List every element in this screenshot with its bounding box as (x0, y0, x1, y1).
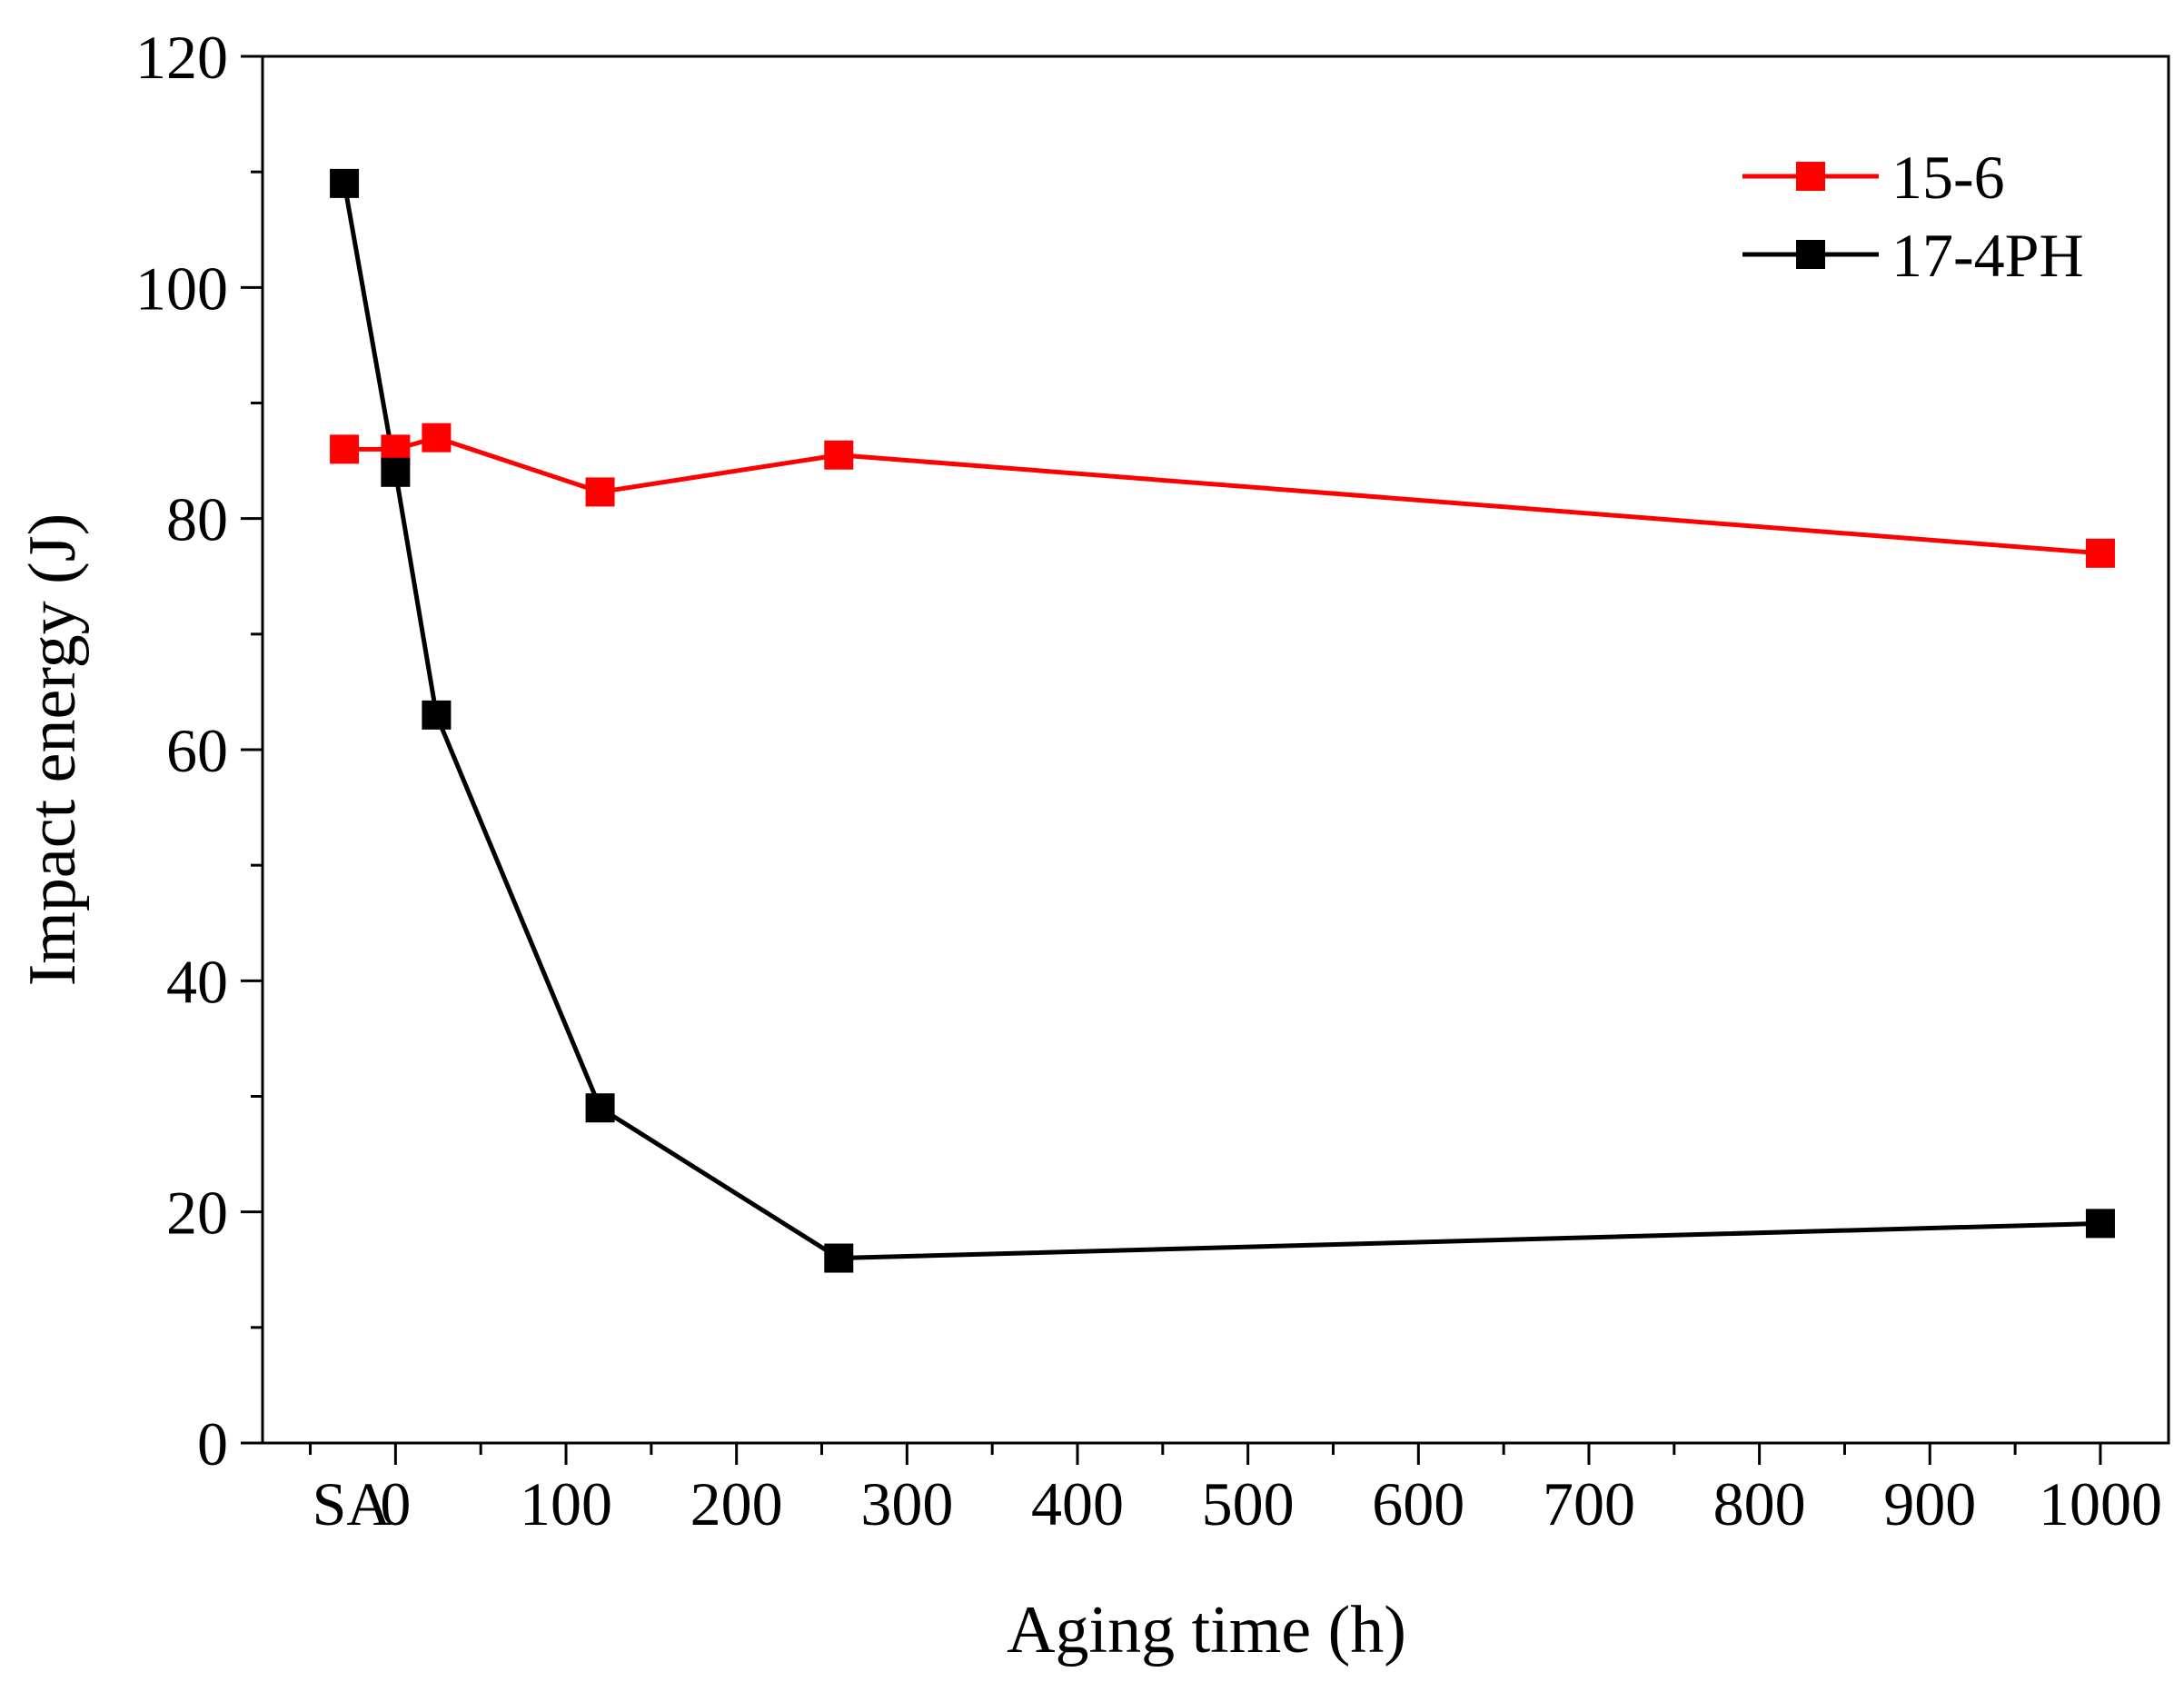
x-tick-label: 300 (860, 1469, 953, 1538)
x-tick-label-sa: SA (313, 1469, 392, 1538)
legend-marker-17-4PH (1796, 240, 1825, 269)
series-line-17-4PH (342, 183, 2101, 1261)
y-axis-label: Impact energy (J) (15, 513, 90, 987)
legend-marker-15-6 (1796, 162, 1825, 191)
x-tick-label: 100 (520, 1469, 612, 1538)
plot-area-frame (261, 55, 2170, 1445)
x-tick-label: 700 (1543, 1469, 1635, 1538)
y-tick-label: 80 (166, 485, 228, 554)
y-tick-label: 40 (166, 947, 228, 1016)
x-axis-label: Aging time (h) (1007, 1593, 1406, 1667)
x-tick-label: 600 (1372, 1469, 1464, 1538)
data-point-15-6 (824, 440, 854, 470)
x-tick-label: 400 (1031, 1469, 1124, 1538)
x-tick-label: 900 (1883, 1469, 1976, 1538)
x-tick-label: 1000 (2039, 1469, 2162, 1538)
data-point-15-6 (330, 434, 360, 464)
x-tick-label: 800 (1713, 1469, 1806, 1538)
data-point-17-4PH (585, 1093, 615, 1123)
y-tick-label: 0 (197, 1409, 228, 1478)
legend-label: 15-6 (1891, 143, 2005, 212)
y-tick-label: 60 (166, 716, 228, 785)
data-point-17-4PH (824, 1243, 854, 1273)
data-point-17-4PH (330, 168, 360, 198)
x-tick-label: 0 (380, 1469, 411, 1538)
data-point-15-6 (2085, 538, 2115, 568)
y-tick-label: 120 (135, 23, 228, 92)
y-tick-label: 100 (135, 254, 228, 323)
y-tick-label: 20 (166, 1179, 228, 1248)
data-point-17-4PH (2085, 1209, 2115, 1239)
data-point-15-6 (422, 423, 452, 453)
data-point-17-4PH (422, 700, 452, 730)
data-point-15-6 (585, 477, 615, 507)
legend-label: 17-4PH (1891, 221, 2084, 290)
data-point-17-4PH (381, 457, 411, 487)
x-tick-label: 500 (1202, 1469, 1295, 1538)
x-tick-label: 200 (690, 1469, 783, 1538)
